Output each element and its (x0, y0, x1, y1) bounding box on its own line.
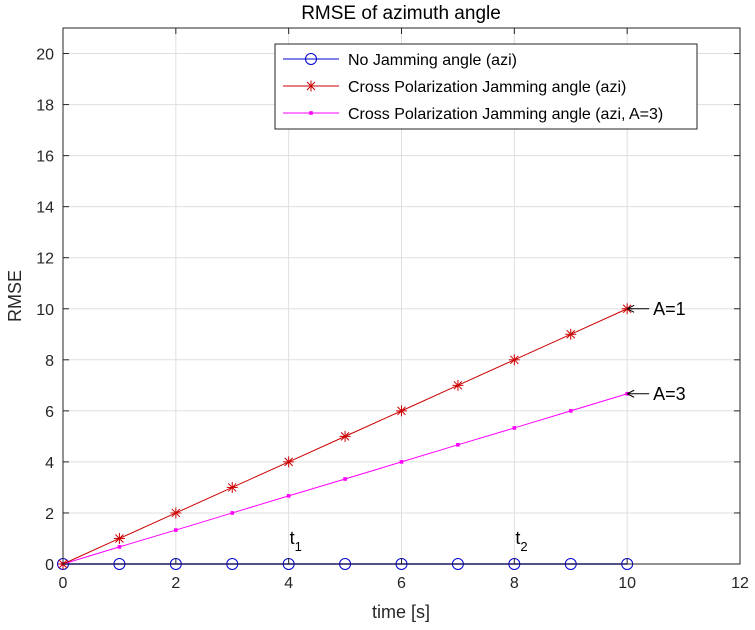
legend-label: No Jamming angle (azi) (348, 52, 517, 69)
x-axis-label: time [s] (372, 602, 430, 622)
annotation-label: A=1 (653, 299, 686, 319)
legend-item-2: Cross Polarization Jamming angle (azi) (283, 79, 626, 96)
data-point (226, 481, 238, 493)
data-point (343, 477, 347, 481)
data-point (117, 545, 122, 549)
legend: No Jamming angle (azi) Cross Polarization… (274, 43, 698, 130)
annotation-layer: A=1A=3t1 t2 (290, 299, 686, 554)
data-point (399, 460, 404, 464)
y-tick-label: 6 (45, 404, 54, 421)
annotation-main: t (290, 528, 295, 548)
y-tick-label: 0 (45, 557, 54, 574)
legend-item-3: Cross Polarization Jamming angle (azi, A… (283, 106, 663, 123)
legend-label: Cross Polarization Jamming angle (azi) (348, 79, 626, 96)
y-tick-label: 18 (36, 98, 54, 115)
x-tick-label: 12 (731, 575, 749, 592)
data-point (452, 379, 464, 391)
annotation-main: t (515, 528, 520, 548)
annotation-label: A=3 (653, 384, 686, 404)
legend-marker (309, 111, 313, 115)
y-tick-label: 2 (45, 506, 54, 523)
data-point (170, 507, 182, 519)
x-tick-label: 10 (618, 575, 636, 592)
data-point (508, 354, 520, 366)
data-point (286, 494, 291, 498)
data-point (339, 430, 351, 442)
x-tick-label: 6 (397, 575, 406, 592)
x-tick-label: 8 (510, 575, 519, 592)
x-tick-label: 0 (59, 575, 68, 592)
y-tick-label: 12 (36, 251, 54, 268)
annotation-label: t2 (515, 528, 527, 554)
legend-box (274, 43, 698, 130)
annotation-subscript: 2 (520, 539, 527, 554)
annotation-subscript: 1 (295, 539, 302, 554)
legend-label: Cross Polarization Jamming angle (azi, A… (348, 106, 663, 123)
chart-title: RMSE of azimuth angle (301, 3, 501, 24)
data-point (625, 391, 629, 396)
x-tick-label: 4 (284, 575, 293, 592)
data-point (568, 409, 573, 413)
data-point (283, 456, 295, 468)
y-tick-label: 8 (45, 353, 54, 370)
series-2 (57, 303, 633, 570)
data-point (512, 426, 517, 430)
y-tick-label: 16 (36, 149, 54, 166)
y-tick-label: 4 (45, 455, 54, 472)
data-point (113, 532, 125, 544)
y-tick-label: 20 (36, 47, 54, 64)
legend-marker (305, 53, 317, 65)
y-axis-label: RMSE (5, 270, 25, 322)
annotation-arrow-head (626, 304, 635, 313)
data-point (396, 405, 407, 417)
y-tick-label: 10 (36, 302, 54, 319)
data-point (174, 528, 178, 532)
data-point (565, 328, 577, 340)
data-point (230, 511, 235, 515)
legend-item-1: No Jamming angle (azi) (283, 52, 517, 69)
annotation-arrow-head (626, 389, 635, 398)
legend-marker (305, 80, 317, 92)
x-tick-label: 2 (171, 575, 180, 592)
annotation-label: t1 (290, 528, 302, 554)
data-point (456, 443, 460, 447)
y-tick-label: 14 (36, 200, 54, 217)
